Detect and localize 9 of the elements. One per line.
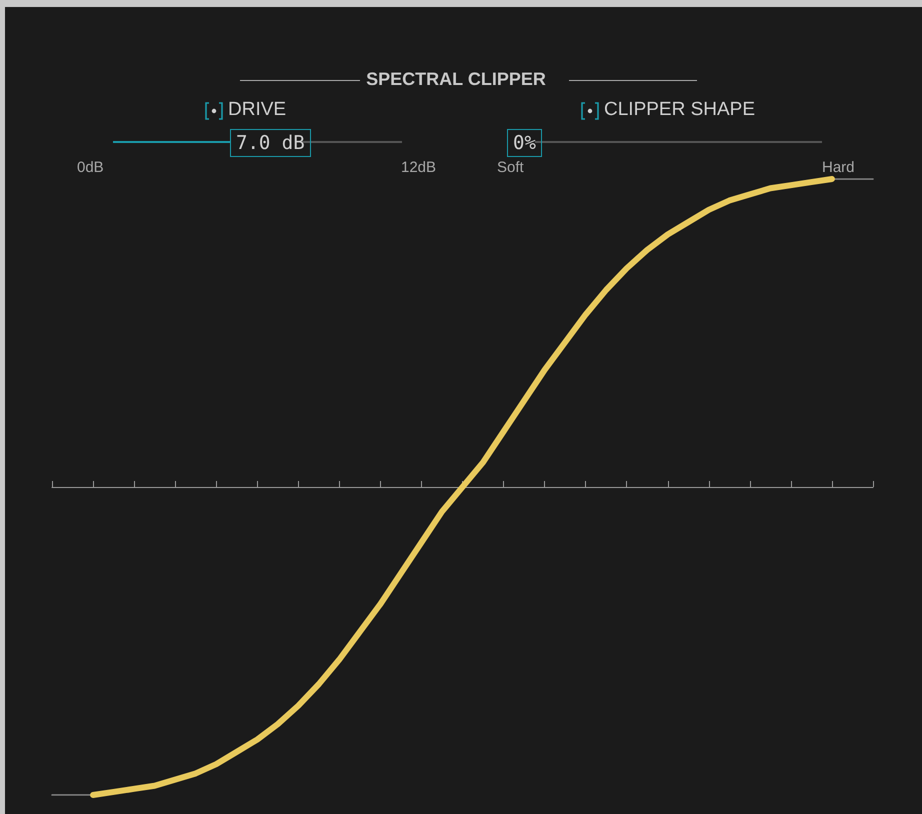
text: Hard — [822, 159, 855, 176]
text: 0% — [507, 129, 542, 157]
chart-title: SPECTRAL CLIPPER — [366, 69, 546, 89]
text: Soft — [497, 159, 524, 176]
text: CLIPPER SHAPE — [604, 99, 755, 121]
text: 7.0 dB — [230, 129, 311, 157]
text: DRIVE — [228, 99, 286, 121]
text: 12dB — [401, 159, 436, 176]
text: 0dB — [77, 159, 104, 176]
